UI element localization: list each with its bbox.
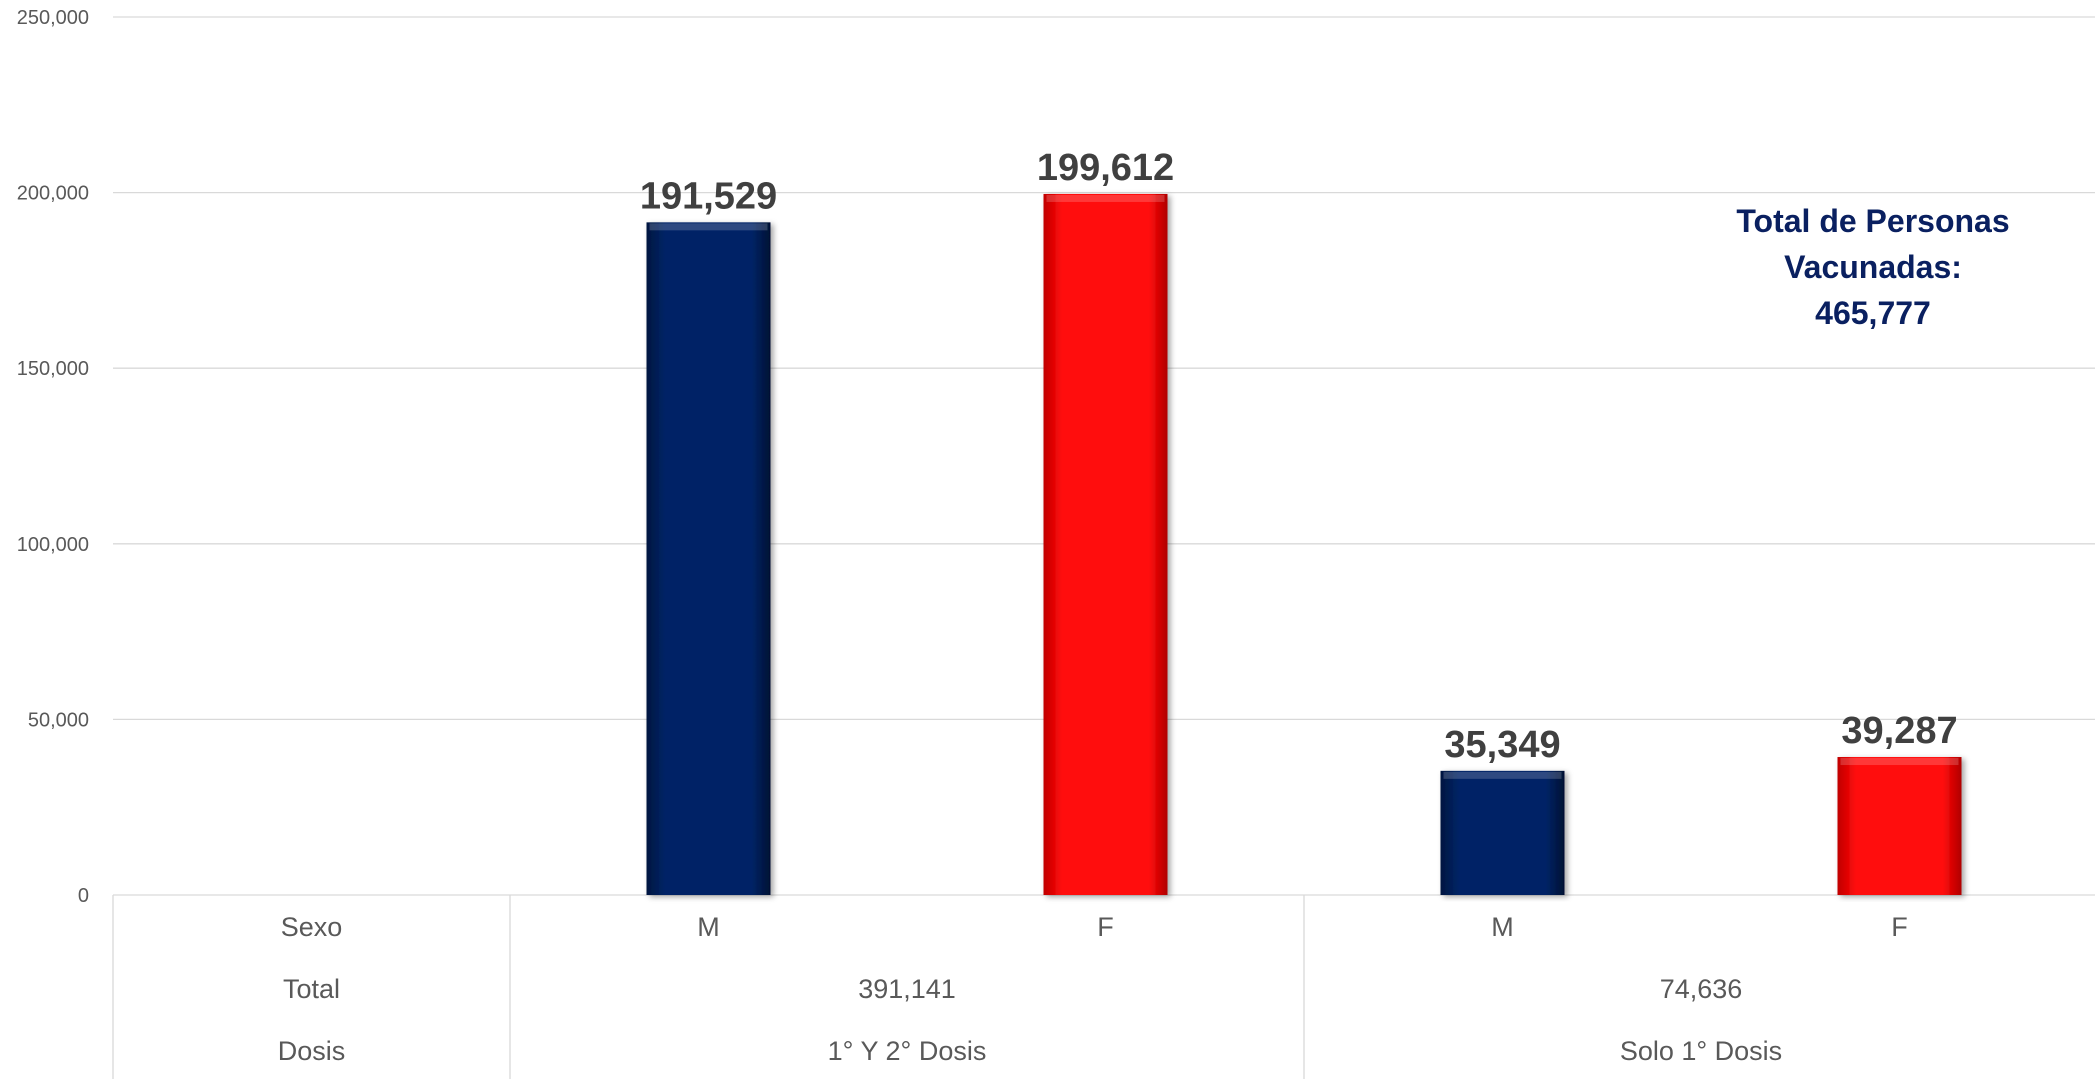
data-label: 199,612 bbox=[1037, 147, 1174, 189]
total-annotation: Total de Personas Vacunadas: 465,777 bbox=[1736, 203, 2009, 331]
table-cell-total: 391,141 bbox=[858, 974, 956, 1004]
data-label: 191,529 bbox=[640, 175, 777, 217]
table-cell-dosis: 1° Y 2° Dosis bbox=[828, 1036, 987, 1066]
bar-m-2 bbox=[1440, 770, 1565, 895]
bar-f-1 bbox=[1043, 193, 1168, 896]
annotation-line: Vacunadas: bbox=[1784, 249, 1962, 285]
y-tick-label: 200,000 bbox=[17, 183, 89, 205]
table-cell-sexo: M bbox=[1491, 912, 1514, 942]
table-cell-total: 74,636 bbox=[1660, 974, 1743, 1004]
y-tick-label: 150,000 bbox=[17, 358, 89, 380]
table-cell-sexo: F bbox=[1891, 912, 1908, 942]
bar-highlight bbox=[649, 223, 768, 231]
bar-highlight bbox=[1443, 771, 1562, 779]
bar-highlight bbox=[1840, 758, 1959, 766]
table-row-label: Sexo bbox=[281, 912, 343, 942]
data-label: 35,349 bbox=[1444, 724, 1560, 766]
y-tick-label: 0 bbox=[78, 885, 89, 907]
table-row-label: Total bbox=[283, 974, 340, 1004]
annotation-line: 465,777 bbox=[1815, 295, 1931, 331]
table-cell-sexo: F bbox=[1097, 912, 1114, 942]
y-axis-ticks: 0 50,000 100,000 150,000 200,000 250,000 bbox=[17, 7, 89, 907]
y-tick-label: 100,000 bbox=[17, 534, 89, 556]
annotation-line: Total de Personas bbox=[1736, 203, 2009, 239]
data-table: Sexo Total Dosis M F M F 391,141 1° Y 2° Dosis 74… bbox=[112, 895, 1908, 1079]
table-row-label: Dosis bbox=[278, 1036, 346, 1066]
bar-highlight bbox=[1046, 194, 1165, 202]
y-tick-label: 50,000 bbox=[28, 709, 89, 731]
table-cell-sexo: M bbox=[697, 912, 720, 942]
table-cell-dosis: Solo 1° Dosis bbox=[1620, 1036, 1782, 1066]
bar-f-3 bbox=[1837, 757, 1962, 895]
bars bbox=[646, 193, 1962, 896]
data-label: 39,287 bbox=[1841, 710, 1957, 752]
bar-m-0 bbox=[646, 222, 771, 895]
data-labels: 191,529 199,612 35,349 39,287 bbox=[640, 147, 1958, 766]
y-tick-label: 250,000 bbox=[17, 7, 89, 29]
